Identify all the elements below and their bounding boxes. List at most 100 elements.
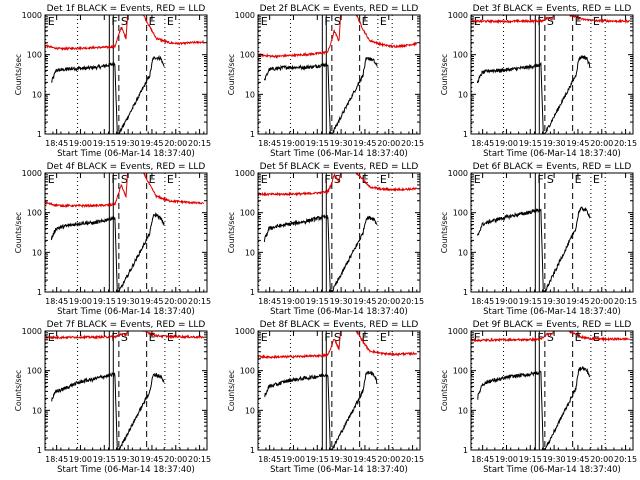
x-tick-label: 20:00 — [164, 297, 187, 306]
plot-frame — [44, 14, 208, 135]
panel-title: Det 4f BLACK = Events, RED = LLD — [47, 162, 206, 172]
x-tick-label: 19:15 — [306, 297, 329, 306]
y-tick-label: 1000 — [235, 11, 255, 20]
y-tick-label: 100 — [240, 209, 255, 218]
y-tick-label: 1000 — [448, 11, 468, 20]
y-axis-label: Counts/sec — [14, 212, 23, 253]
lld-trace — [45, 331, 205, 341]
events-trace — [263, 56, 378, 134]
plot-frame — [44, 172, 208, 293]
x-tick-label: 20:15 — [614, 139, 637, 148]
y-tick-label: 100 — [240, 51, 255, 60]
marker-label: E — [261, 331, 268, 344]
x-tick-label: 18:45 — [45, 139, 68, 148]
y-tick-label: 10 — [458, 90, 468, 99]
x-tick-label: 20:00 — [590, 455, 613, 464]
x-tick-label: 19:30 — [117, 455, 140, 464]
x-tick-label: 19:45 — [140, 455, 163, 464]
x-axis-label: Start Time (06-Mar-14 18:37:40) — [57, 149, 195, 159]
y-axis-label: Counts/sec — [14, 54, 23, 95]
y-tick-label: 1 — [463, 288, 468, 297]
events-trace — [476, 206, 591, 292]
x-tick-label: 20:15 — [401, 455, 424, 464]
x-tick-label: 19:45 — [353, 139, 376, 148]
marker-label: E — [575, 173, 582, 186]
marker-label: E — [167, 173, 174, 186]
x-tick-label: 19:15 — [93, 455, 116, 464]
lld-trace — [258, 173, 418, 197]
x-tick-label: 18:45 — [258, 455, 281, 464]
marker-label: E — [380, 15, 387, 28]
panel-title: Det 3f BLACK = Events, RED = LLD — [473, 4, 632, 14]
x-tick-label: 19:30 — [543, 297, 566, 306]
y-tick-label: 10 — [458, 406, 468, 415]
marker-label: E — [149, 331, 156, 344]
plot-frame — [470, 330, 634, 451]
y-axis-label: Counts/sec — [227, 370, 236, 411]
marker-label: S — [547, 15, 554, 28]
y-tick-label: 10 — [32, 248, 42, 257]
y-tick-label: 1 — [37, 446, 42, 455]
x-tick-label: 19:30 — [330, 455, 353, 464]
marker-label: S — [334, 15, 341, 28]
x-axis-label: Start Time (06-Mar-14 18:37:40) — [483, 465, 621, 475]
x-tick-label: 18:45 — [45, 455, 68, 464]
marker-label: E — [167, 15, 174, 28]
x-tick-label: 20:15 — [188, 139, 211, 148]
y-tick-label: 1000 — [448, 169, 468, 178]
lld-trace — [471, 331, 631, 343]
marker-label: E — [149, 15, 156, 28]
x-tick-label: 18:45 — [471, 139, 494, 148]
y-tick-label: 100 — [453, 209, 468, 218]
marker-label: E — [380, 331, 387, 344]
marker-label: E — [261, 173, 268, 186]
x-tick-label: 19:00 — [495, 297, 518, 306]
marker-label: E — [362, 331, 369, 344]
x-tick-label: 20:00 — [377, 455, 400, 464]
marker-label: S — [121, 15, 128, 28]
y-tick-label: 10 — [32, 90, 42, 99]
y-tick-label: 10 — [32, 406, 42, 415]
y-tick-label: 1000 — [448, 327, 468, 336]
x-tick-label: 20:00 — [377, 297, 400, 306]
x-tick-label: 19:45 — [566, 139, 589, 148]
x-tick-label: 18:45 — [471, 455, 494, 464]
x-axis-label: Start Time (06-Mar-14 18:37:40) — [57, 465, 195, 475]
x-tick-label: 19:45 — [140, 297, 163, 306]
y-axis-label: Counts/sec — [440, 370, 449, 411]
x-axis-label: Start Time (06-Mar-14 18:37:40) — [270, 149, 408, 159]
x-tick-label: 19:00 — [495, 455, 518, 464]
y-tick-label: 1 — [250, 130, 255, 139]
x-tick-label: 20:15 — [401, 139, 424, 148]
x-tick-label: 20:15 — [188, 297, 211, 306]
x-tick-label: 19:00 — [69, 297, 92, 306]
x-axis-label: Start Time (06-Mar-14 18:37:40) — [270, 307, 408, 317]
marker-label: S — [547, 331, 554, 344]
marker-label: S — [334, 331, 341, 344]
y-tick-label: 1000 — [22, 11, 42, 20]
x-tick-label: 19:15 — [93, 139, 116, 148]
y-tick-label: 1 — [250, 446, 255, 455]
panel-title: Det 1f BLACK = Events, RED = LLD — [47, 4, 206, 14]
marker-label: S — [121, 173, 128, 186]
panel-title: Det 5f BLACK = Events, RED = LLD — [260, 162, 419, 172]
x-tick-label: 19:00 — [69, 139, 92, 148]
y-tick-label: 10 — [458, 248, 468, 257]
x-tick-label: 19:00 — [69, 455, 92, 464]
marker-label: F — [537, 173, 543, 186]
plot-frame — [257, 14, 421, 135]
events-trace — [477, 366, 591, 450]
x-tick-label: 20:15 — [614, 297, 637, 306]
y-axis-label: Counts/sec — [14, 370, 23, 411]
x-tick-label: 18:45 — [45, 297, 68, 306]
y-tick-label: 100 — [240, 367, 255, 376]
x-tick-label: 19:15 — [519, 455, 542, 464]
x-tick-label: 18:45 — [471, 297, 494, 306]
y-tick-label: 1000 — [22, 327, 42, 336]
marker-label: E — [48, 173, 55, 186]
y-tick-label: 10 — [245, 90, 255, 99]
marker-label: F — [324, 331, 330, 344]
